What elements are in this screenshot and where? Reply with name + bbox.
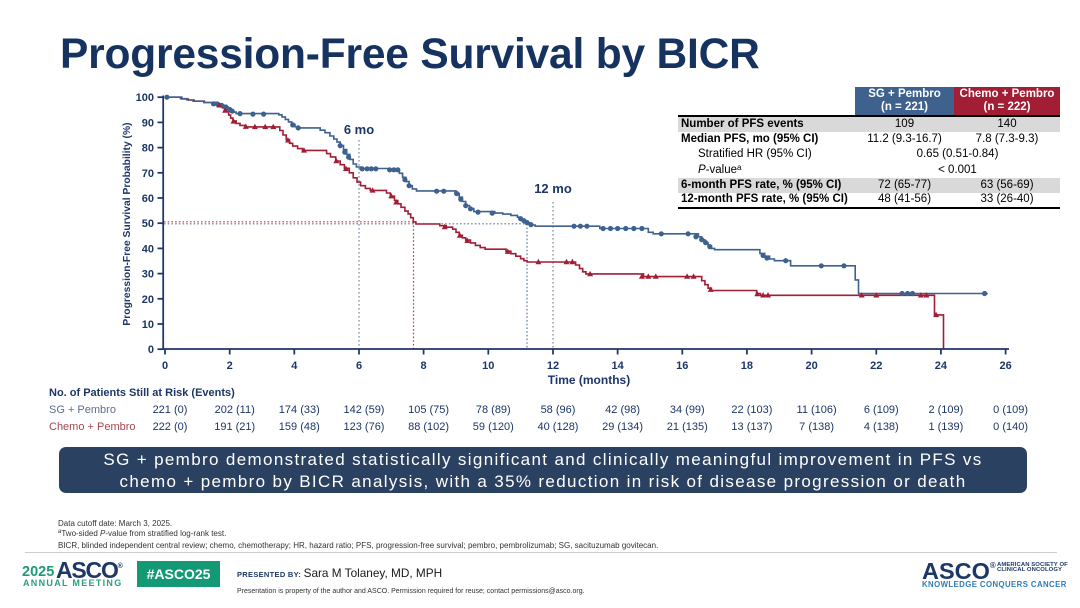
svg-text:4 (138): 4 (138) — [864, 421, 899, 433]
svg-text:70: 70 — [142, 168, 154, 180]
svg-text:222 (0): 222 (0) — [153, 421, 188, 433]
svg-text:90: 90 — [142, 117, 154, 129]
svg-text:0: 0 — [162, 360, 168, 372]
svg-text:21 (135): 21 (135) — [667, 421, 708, 433]
svg-text:10: 10 — [482, 360, 494, 372]
svg-text:159 (48): 159 (48) — [279, 421, 320, 433]
svg-text:78 (89): 78 (89) — [476, 404, 511, 416]
svg-text:29 (134): 29 (134) — [602, 421, 643, 433]
svg-text:8: 8 — [421, 360, 427, 372]
svg-text:18: 18 — [741, 360, 753, 372]
svg-text:0 (109): 0 (109) — [993, 404, 1028, 416]
svg-text:80: 80 — [142, 143, 154, 155]
svg-text:14: 14 — [611, 360, 624, 372]
svg-text:142 (59): 142 (59) — [344, 404, 385, 416]
svg-text:60: 60 — [142, 193, 154, 205]
svg-text:12 mo: 12 mo — [534, 181, 572, 196]
svg-text:6: 6 — [356, 360, 362, 372]
svg-text:40 (128): 40 (128) — [538, 421, 579, 433]
svg-text:2 (109): 2 (109) — [928, 404, 963, 416]
svg-text:6 (109): 6 (109) — [864, 404, 899, 416]
svg-text:26: 26 — [999, 360, 1011, 372]
svg-text:88 (102): 88 (102) — [408, 421, 449, 433]
svg-text:SG + Pembro: SG + Pembro — [49, 404, 116, 416]
svg-text:221 (0): 221 (0) — [153, 404, 188, 416]
svg-text:2: 2 — [227, 360, 233, 372]
svg-text:12: 12 — [547, 360, 559, 372]
svg-text:Chemo + Pembro: Chemo + Pembro — [49, 421, 136, 433]
svg-text:Time (months): Time (months) — [548, 373, 630, 387]
svg-text:100: 100 — [136, 92, 154, 104]
svg-text:No. of Patients Still at Risk: No. of Patients Still at Risk (Events) — [49, 387, 235, 399]
svg-text:20: 20 — [805, 360, 817, 372]
svg-text:42 (98): 42 (98) — [605, 404, 640, 416]
svg-text:6 mo: 6 mo — [344, 122, 374, 137]
svg-text:58 (96): 58 (96) — [541, 404, 576, 416]
svg-text:202 (11): 202 (11) — [215, 404, 255, 416]
svg-text:13 (137): 13 (137) — [731, 421, 772, 433]
svg-text:11 (106): 11 (106) — [797, 404, 837, 416]
svg-text:10: 10 — [142, 319, 154, 331]
svg-text:24: 24 — [935, 360, 948, 372]
svg-text:4: 4 — [291, 360, 298, 372]
svg-text:105 (75): 105 (75) — [408, 404, 449, 416]
svg-text:34 (99): 34 (99) — [670, 404, 705, 416]
svg-text:16: 16 — [676, 360, 688, 372]
svg-text:0 (140): 0 (140) — [993, 421, 1028, 433]
svg-text:0: 0 — [148, 344, 154, 356]
svg-text:22 (103): 22 (103) — [731, 404, 772, 416]
svg-text:40: 40 — [142, 243, 154, 255]
svg-text:30: 30 — [142, 269, 154, 281]
svg-text:59 (120): 59 (120) — [473, 421, 514, 433]
svg-text:7 (138): 7 (138) — [799, 421, 834, 433]
svg-text:22: 22 — [870, 360, 882, 372]
svg-text:50: 50 — [142, 218, 154, 230]
svg-text:Progression-Free Survival Prob: Progression-Free Survival Probability (%… — [122, 122, 133, 325]
svg-text:174 (33): 174 (33) — [279, 404, 320, 416]
svg-text:191 (21): 191 (21) — [214, 421, 255, 433]
svg-text:123 (76): 123 (76) — [344, 421, 385, 433]
svg-text:1 (139): 1 (139) — [928, 421, 963, 433]
svg-text:20: 20 — [142, 294, 154, 306]
